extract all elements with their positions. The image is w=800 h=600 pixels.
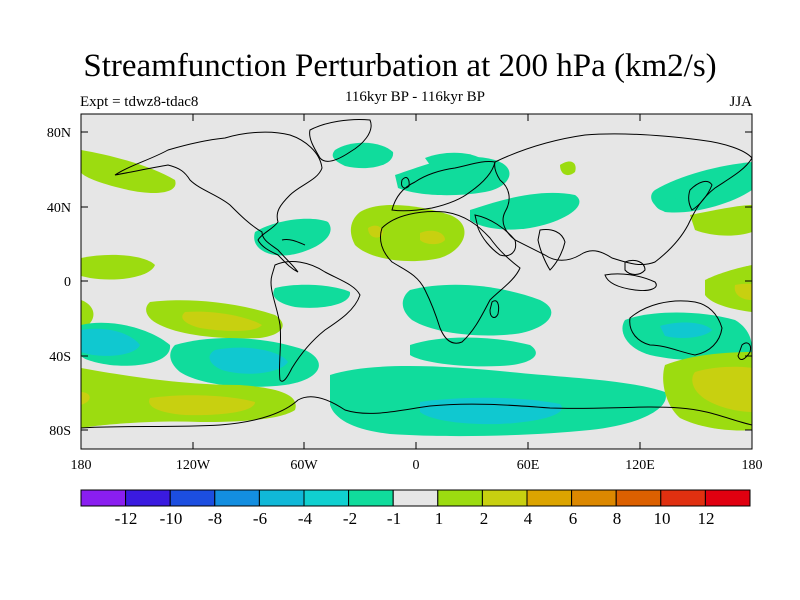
contour-region bbox=[420, 230, 445, 245]
colorbar-label: 6 bbox=[569, 509, 578, 528]
colorbar-label: 8 bbox=[613, 509, 622, 528]
coastline-borneo bbox=[624, 259, 646, 275]
lat-tick-label: 40N bbox=[47, 201, 71, 216]
lon-tick-label: 120E bbox=[625, 458, 655, 473]
coastline-antarctica bbox=[81, 396, 752, 429]
experiment-label: Expt = tdwz8-tdac8 bbox=[80, 94, 199, 110]
colorbar bbox=[80, 489, 751, 507]
colorbar-label: 12 bbox=[698, 509, 715, 528]
contour-region bbox=[734, 283, 752, 300]
season-label: JJA bbox=[729, 94, 752, 110]
coastline-north-america bbox=[114, 131, 323, 273]
colorbar-box bbox=[392, 489, 439, 507]
colorbar-box bbox=[526, 489, 573, 507]
coastline-africa bbox=[379, 211, 521, 344]
contour-region bbox=[81, 254, 155, 280]
contour-region bbox=[149, 395, 255, 416]
contour-region bbox=[350, 204, 465, 262]
contour-region bbox=[410, 337, 536, 367]
colorbar-box bbox=[437, 489, 483, 507]
colorbar-label: -12 bbox=[115, 509, 138, 528]
contour-region bbox=[81, 150, 176, 193]
contour-region bbox=[81, 300, 94, 330]
colorbar-label: 2 bbox=[480, 509, 489, 528]
lon-tick-label: 60W bbox=[290, 458, 318, 473]
colorbar-box bbox=[303, 489, 350, 507]
colorbar-box bbox=[481, 489, 528, 507]
coastline-japan bbox=[688, 180, 713, 211]
lat-tick-label: 40S bbox=[49, 350, 71, 365]
coastline-uk bbox=[401, 177, 410, 189]
lon-tick-label: 180 bbox=[742, 458, 763, 473]
colorbar-label: -1 bbox=[387, 509, 401, 528]
colorbar-label: -10 bbox=[160, 509, 183, 528]
lon-tick-label: 60E bbox=[517, 458, 540, 473]
contour-region bbox=[705, 265, 752, 312]
coastline-india bbox=[537, 229, 566, 271]
contour-region bbox=[368, 225, 383, 238]
lat-labels: 80N 40N 0 40S 80S bbox=[47, 126, 71, 439]
contour-region bbox=[209, 347, 288, 374]
colorbar-box bbox=[615, 489, 662, 507]
contour-region bbox=[560, 161, 576, 176]
contour-region bbox=[692, 366, 752, 412]
coastline-new-zealand bbox=[737, 342, 751, 360]
colorbar-label: 4 bbox=[524, 509, 533, 528]
contour-fields bbox=[81, 142, 752, 437]
colorbar-labels: -12 -10 -8 -6 -4 -2 -1 1 2 4 6 8 10 12 bbox=[115, 509, 715, 528]
contour-region bbox=[395, 156, 510, 196]
lon-tick-label: 0 bbox=[413, 458, 420, 473]
lat-tick-label: 80N bbox=[47, 126, 71, 141]
lat-tick-label: 0 bbox=[64, 275, 71, 290]
colorbar-label: -2 bbox=[343, 509, 357, 528]
coastline-arabia bbox=[474, 214, 517, 257]
colorbar-box bbox=[660, 489, 706, 507]
coastline-asia bbox=[494, 133, 752, 265]
colorbar-box bbox=[214, 489, 260, 507]
contour-region bbox=[425, 152, 480, 167]
contour-region bbox=[81, 392, 90, 405]
colorbar-box bbox=[348, 489, 394, 507]
lon-tick-label: 180 bbox=[71, 458, 92, 473]
lon-labels: 180 120W 60W 0 60E 120E 180 bbox=[71, 458, 763, 473]
colorbar-label: -4 bbox=[298, 509, 313, 528]
colorbar-box bbox=[704, 489, 751, 507]
colorbar-box bbox=[169, 489, 216, 507]
contour-region bbox=[470, 192, 580, 230]
contour-region bbox=[690, 205, 752, 236]
lon-axis bbox=[80, 114, 753, 449]
plot-title: Streamfunction Perturbation at 200 hPa (… bbox=[83, 48, 717, 84]
lat-axis bbox=[81, 131, 752, 431]
coastline-australia bbox=[629, 300, 723, 356]
coastline-south-america bbox=[270, 261, 361, 382]
coastline-greenland bbox=[309, 119, 372, 162]
coastline-caribbean bbox=[281, 239, 306, 246]
contour-region bbox=[273, 284, 351, 308]
lat-tick-label: 80S bbox=[49, 424, 71, 439]
contour-region bbox=[332, 142, 394, 169]
coastline-madagascar bbox=[489, 300, 500, 318]
colorbar-label: -8 bbox=[208, 509, 222, 528]
lon-tick-label: 120W bbox=[176, 458, 211, 473]
colorbar-label: -6 bbox=[253, 509, 267, 528]
colorbar-label: 10 bbox=[654, 509, 671, 528]
contour-region bbox=[660, 322, 712, 338]
contour-region bbox=[81, 328, 140, 356]
contour-region bbox=[402, 284, 552, 336]
colorbar-label: 1 bbox=[435, 509, 444, 528]
coastlines bbox=[81, 119, 752, 429]
colorbar-box bbox=[125, 489, 171, 507]
contour-region bbox=[655, 197, 682, 212]
colorbar-box bbox=[258, 489, 305, 507]
colorbar-box bbox=[571, 489, 617, 507]
plot-subtitle: 116kyr BP - 116kyr BP bbox=[344, 89, 485, 105]
contour-region bbox=[182, 311, 262, 332]
colorbar-box bbox=[80, 489, 127, 507]
coastline-indonesia bbox=[604, 273, 657, 291]
